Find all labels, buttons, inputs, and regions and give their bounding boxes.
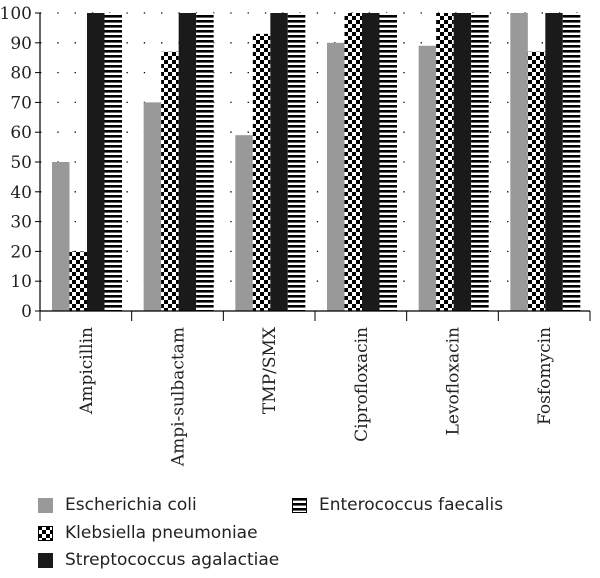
bar-streptococcus-agalactiae: [362, 13, 380, 311]
bar-klebsiella-pneumoniae: [344, 13, 362, 311]
bar-escherichia-coli: [418, 45, 437, 311]
bar-streptococcus-agalactiae: [270, 13, 288, 311]
bar-klebsiella-pneumoniae: [252, 33, 271, 312]
x-tick-label: Fosfomycin: [535, 327, 555, 425]
y-tick-label: 10: [10, 272, 32, 292]
x-tick-label: Ciprofloxacin: [352, 327, 372, 442]
y-tick-label: 90: [10, 34, 32, 54]
bars: [52, 13, 581, 312]
bar-escherichia-coli: [143, 102, 162, 312]
x-tick-label: Ampicillin: [77, 327, 97, 415]
y-tick-label: 80: [10, 64, 32, 84]
bar-escherichia-coli: [510, 13, 528, 311]
x-tick-label: Ampi-sulbactam: [169, 327, 189, 467]
bar-klebsiella-pneumoniae: [527, 51, 546, 312]
bar-enterococcus-faecalis: [562, 13, 581, 311]
grid-lines: [40, 12, 590, 282]
x-tick-label: TMP/SMX: [260, 326, 280, 414]
y-tick-label: 40: [10, 183, 32, 203]
bar-escherichia-coli: [235, 135, 253, 311]
bar-escherichia-coli: [52, 162, 70, 311]
y-tick-label: 60: [10, 123, 32, 143]
bar-klebsiella-pneumoniae: [69, 251, 87, 311]
axes: [35, 12, 591, 321]
y-tick-label: 100: [0, 4, 32, 24]
y-tick-label: 70: [10, 93, 32, 113]
bar-enterococcus-faecalis: [196, 13, 214, 311]
bar-escherichia-coli: [327, 42, 345, 312]
bar-enterococcus-faecalis: [471, 13, 489, 311]
bar-streptococcus-agalactiae: [545, 13, 563, 311]
bar-klebsiella-pneumoniae: [161, 51, 179, 312]
bar-enterococcus-faecalis: [104, 13, 122, 311]
bar-enterococcus-faecalis: [379, 13, 397, 311]
bar-enterococcus-faecalis: [287, 13, 306, 311]
bar-klebsiella-pneumoniae: [436, 13, 454, 311]
bar-streptococcus-agalactiae: [178, 13, 197, 311]
y-tick-label: 20: [10, 242, 32, 262]
bar-streptococcus-agalactiae: [453, 13, 472, 311]
x-tick-label: Levofloxacin: [444, 327, 464, 435]
y-tick-label: 30: [10, 213, 32, 233]
tick-labels: 0 10 20 30 40 50 60 70 80 90 100 Ampicillin Ampi-sul…: [0, 4, 555, 467]
y-tick-label: 50: [10, 153, 32, 173]
bar-streptococcus-agalactiae: [87, 13, 105, 311]
y-tick-label: 0: [21, 302, 32, 322]
